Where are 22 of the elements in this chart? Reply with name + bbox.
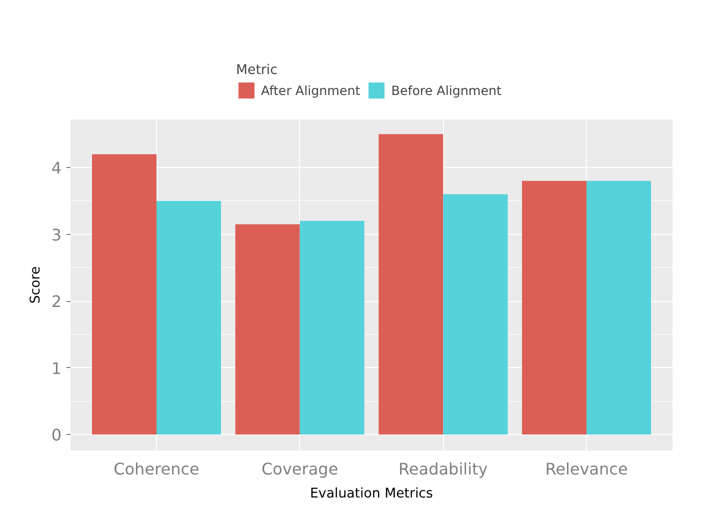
bar bbox=[586, 180, 651, 434]
bar bbox=[235, 224, 300, 434]
y-axis-title: Score bbox=[28, 266, 44, 304]
bar bbox=[300, 220, 364, 434]
y-tick-label: 1 bbox=[51, 358, 62, 378]
y-tick-label: 0 bbox=[51, 425, 62, 444]
x-tick-label: Coverage bbox=[262, 460, 338, 478]
legend-label: Before Alignment bbox=[391, 82, 502, 98]
legend-label: After Alignment bbox=[261, 82, 360, 98]
legend-title: Metric bbox=[236, 63, 278, 78]
bar bbox=[92, 154, 156, 434]
x-tick-label: Coherence bbox=[114, 460, 200, 478]
y-tick-label: 3 bbox=[51, 225, 62, 244]
y-tick-label: 2 bbox=[51, 292, 62, 312]
x-tick-label: Relevance bbox=[545, 460, 628, 478]
bar bbox=[443, 194, 508, 434]
x-axis-title: Evaluation Metrics bbox=[310, 486, 434, 502]
y-tick-label: 4 bbox=[51, 158, 62, 178]
bar bbox=[378, 134, 444, 434]
bar bbox=[156, 200, 221, 434]
bar bbox=[522, 180, 586, 434]
x-tick-label: Readability bbox=[398, 460, 488, 478]
